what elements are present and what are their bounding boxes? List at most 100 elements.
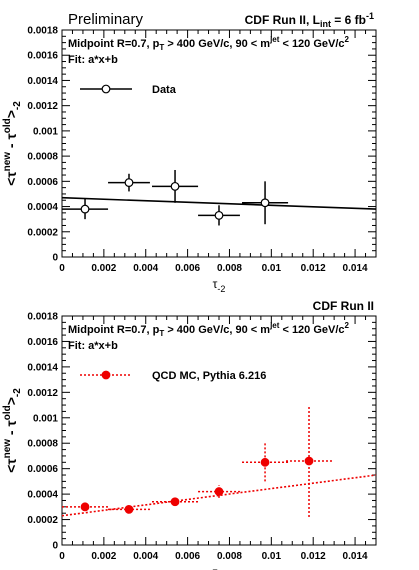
x-tick-label: 0.014 — [343, 263, 368, 274]
x-axis-title: τ-2 — [213, 277, 226, 294]
data-marker — [80, 204, 90, 214]
corner-right-sup: -1 — [366, 11, 374, 21]
y-tick-label: 0.0008 — [27, 152, 58, 163]
y-tick-label: 0.0012 — [27, 101, 58, 112]
y-axis-open: <τ — [3, 171, 19, 186]
data-point-6 — [285, 405, 333, 518]
data-point-5 — [242, 443, 289, 482]
panel-2: 0 0.002 0.004 0.006 0.008 0.01 0.012 0.014 0 0.00… — [2, 299, 377, 570]
y-axis-close: > — [3, 110, 19, 118]
y-axis-title: <τnew - τold>-2 — [2, 101, 23, 186]
data-point-2 — [108, 173, 150, 192]
x-tick-label: 0.002 — [91, 551, 116, 562]
x-tick-label: 0.004 — [133, 551, 158, 562]
y-axis-old-sup: old — [2, 405, 13, 420]
y-tick-label: 0.0008 — [27, 439, 58, 450]
x-tick-label: 0 — [59, 551, 65, 562]
y-tick-label: 0 — [52, 541, 58, 552]
x-tick-label: 0.006 — [175, 263, 200, 274]
fit-label: Fit: a*x+b — [68, 340, 118, 352]
selection-prefix: Midpoint R=0.7, p — [68, 38, 160, 50]
corner-right-main: CDF Run II — [313, 299, 374, 313]
y-tick-label: 0.0014 — [27, 362, 58, 373]
x-tick-label: 0.014 — [343, 551, 368, 562]
y-tick-label: 0.0006 — [27, 177, 58, 188]
y-axis-minus: - τ — [3, 133, 19, 152]
corner-left-text: Preliminary — [68, 11, 144, 28]
x-axis-base: τ — [213, 565, 218, 570]
data-point-3 — [152, 497, 199, 507]
data-point-1 — [62, 198, 109, 220]
x-axis-title: τ-2 — [213, 565, 226, 570]
selection-cut1: > 400 GeV/c, 90 < m — [164, 324, 270, 336]
selection-pt-sub: T — [159, 43, 164, 52]
x-tick-label: 0.01 — [262, 263, 282, 274]
x-tick-label: 0.012 — [301, 263, 326, 274]
selection-cut2: < 120 GeV/c — [279, 324, 344, 336]
data-point-5 — [242, 181, 289, 225]
x-axis-base: τ — [213, 277, 218, 291]
fit-line — [61, 474, 377, 517]
panel-1: 0 0.002 0.004 0.006 0.008 0.01 0.012 0.014 0 0.00… — [2, 11, 377, 294]
selection-prefix: Midpoint R=0.7, p — [68, 324, 160, 336]
y-axis-new-sup: new — [2, 152, 13, 172]
x-tick-label: 0.008 — [217, 263, 242, 274]
y-tick-label: 0.001 — [33, 126, 58, 137]
data-marker — [124, 504, 134, 514]
y-axis-open: <τ — [3, 458, 19, 473]
corner-right-text: CDF Run II — [313, 299, 374, 313]
y-tick-label: 0.0002 — [27, 515, 58, 526]
data-marker — [260, 457, 270, 467]
data-marker — [170, 181, 180, 191]
selection-cut1: > 400 GeV/c, 90 < m — [164, 38, 270, 50]
selection-c-sup: 2 — [345, 35, 350, 44]
legend-marker — [101, 370, 111, 380]
y-axis-sub: -2 — [12, 388, 23, 397]
x-tick-label: 0.004 — [133, 263, 158, 274]
y-axis-new-sup: new — [2, 439, 13, 459]
selection-c-sup: 2 — [345, 321, 350, 330]
y-axis-close: > — [3, 397, 19, 405]
y-tick-label: 0.0016 — [27, 337, 58, 348]
y-axis-title: <τnew - τold>-2 — [2, 388, 23, 473]
selection-label: Midpoint R=0.7, pT > 400 GeV/c, 90 < mje… — [68, 35, 350, 52]
selection-pt-sub: T — [159, 329, 164, 338]
data-marker — [214, 487, 224, 496]
y-tick-label: 0.0014 — [27, 76, 58, 87]
corner-right-text: CDF Run II, Lint = 6 fb-1 — [245, 11, 374, 29]
y-axis-old-sup: old — [2, 118, 13, 133]
x-tick-label: 0.002 — [91, 263, 116, 274]
selection-m-sup: jet — [269, 35, 280, 44]
y-tick-label: 0.0004 — [27, 490, 58, 501]
data-point-3 — [152, 169, 199, 203]
y-tick-label: 0.0016 — [27, 51, 58, 62]
y-tick-label: 0.0006 — [27, 464, 58, 475]
data-marker — [304, 456, 314, 466]
y-axis-minus: - τ — [3, 420, 19, 439]
y-tick-label: 0.001 — [33, 413, 58, 424]
data-point-4 — [198, 205, 240, 226]
y-tick-label: 0.0018 — [27, 312, 58, 323]
x-tick-label: 0.008 — [217, 551, 242, 562]
selection-cut2: < 120 GeV/c — [279, 38, 344, 50]
data-marker — [260, 198, 270, 208]
data-marker — [214, 210, 224, 220]
fit-label: Fit: a*x+b — [68, 54, 118, 66]
y-tick-label: 0 — [52, 253, 58, 264]
legend-label: QCD MC, Pythia 6.216 — [152, 370, 266, 382]
corner-right-sub: int — [320, 19, 331, 29]
x-tick-label: 0 — [59, 263, 65, 274]
x-axis-sub: -2 — [217, 284, 225, 294]
selection-m-sup: jet — [269, 321, 280, 330]
data-marker — [124, 178, 134, 187]
x-tick-label: 0.006 — [175, 551, 200, 562]
x-tick-label: 0.01 — [262, 551, 282, 562]
x-tick-label: 0.012 — [301, 551, 326, 562]
y-tick-label: 0.0004 — [27, 202, 58, 213]
legend-marker — [101, 84, 111, 94]
y-tick-label: 0.0018 — [27, 26, 58, 37]
y-tick-label: 0.0012 — [27, 388, 58, 399]
y-tick-label: 0.0002 — [27, 227, 58, 238]
data-marker — [170, 497, 180, 507]
